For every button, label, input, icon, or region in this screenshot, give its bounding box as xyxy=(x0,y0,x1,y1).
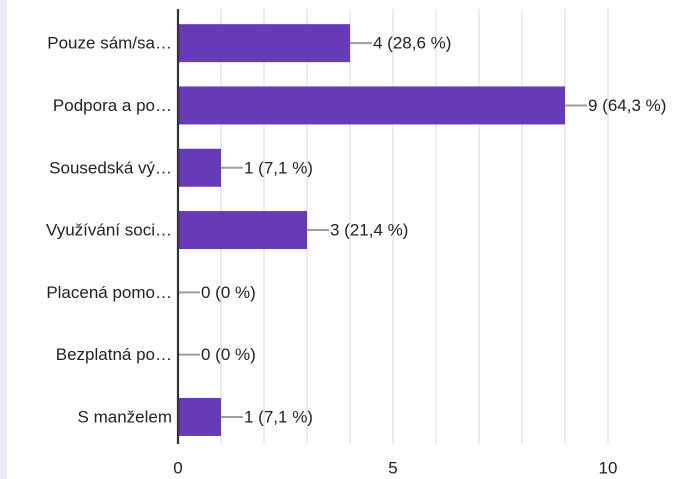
bar-1 xyxy=(178,24,350,63)
x-tick-label-0: 0 xyxy=(173,459,182,478)
bars xyxy=(178,24,587,436)
labels: Pouze sám/sa… 4 (28,6 %) Podpora a po… 9 (6… xyxy=(46,34,666,478)
bar-3 xyxy=(178,148,221,187)
value-label-2: 9 (64,3 %) xyxy=(588,96,666,115)
category-label-6: Bezplatná po… xyxy=(56,345,172,364)
left-side-strip xyxy=(0,0,7,479)
category-label-1: Pouze sám/sa… xyxy=(47,34,172,53)
value-label-1: 4 (28,6 %) xyxy=(373,34,451,53)
value-label-3: 1 (7,1 %) xyxy=(244,158,313,177)
bar-2 xyxy=(178,86,565,125)
category-label-7: S manželem xyxy=(78,407,172,426)
value-label-5: 0 (0 %) xyxy=(201,283,256,302)
bar-4 xyxy=(178,211,307,250)
value-label-7: 1 (7,1 %) xyxy=(244,407,313,426)
category-label-5: Placená pomo… xyxy=(46,283,172,302)
value-label-6: 0 (0 %) xyxy=(201,345,256,364)
x-tick-label-10: 10 xyxy=(599,459,618,478)
grid-lines xyxy=(220,9,609,444)
category-label-3: Sousedská vý… xyxy=(49,158,172,177)
category-label-2: Podpora a po… xyxy=(53,96,172,115)
x-tick-label-5: 5 xyxy=(388,459,397,478)
category-label-4: Využívání soci… xyxy=(46,221,172,240)
bar-7 xyxy=(178,397,221,436)
value-label-4: 3 (21,4 %) xyxy=(330,221,408,240)
